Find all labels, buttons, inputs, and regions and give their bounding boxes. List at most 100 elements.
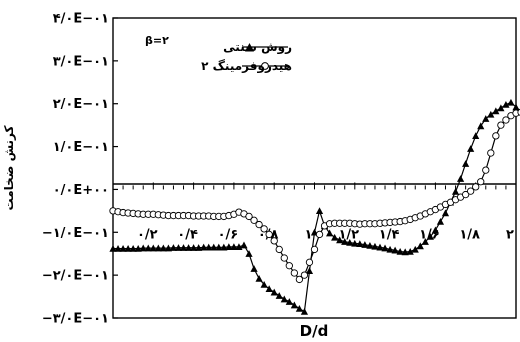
data-point-triangle	[159, 244, 167, 252]
legend-label-hydroforming: هیدروفرمینگ ۲	[201, 59, 292, 74]
data-point-triangle	[295, 304, 303, 312]
data-point-triangle	[502, 100, 510, 108]
data-point-circle	[300, 271, 309, 279]
data-point-triangle	[386, 245, 394, 253]
series-layer	[109, 98, 520, 315]
y-axis-title: کرنش ضخامت	[2, 125, 16, 210]
data-point-triangle	[200, 243, 208, 251]
data-point-triangle	[164, 244, 173, 252]
data-point-triangle	[416, 242, 424, 250]
x-tick-label: ۱	[305, 227, 313, 242]
data-point-triangle	[361, 241, 369, 248]
data-point-circle	[497, 121, 505, 129]
x-tick-label: ۰/۲	[137, 227, 158, 242]
data-point-triangle	[336, 236, 344, 244]
data-point-triangle	[255, 274, 263, 282]
plot-frame	[112, 17, 517, 319]
data-point-triangle	[401, 248, 409, 256]
x-tick-label: ۱/۸	[459, 227, 480, 242]
x-tick-label: ۱/۲	[338, 227, 359, 242]
data-point-triangle	[290, 301, 298, 309]
data-point-circle	[467, 187, 475, 195]
data-point-circle	[472, 183, 480, 191]
x-tick-label: ۰/۶	[218, 227, 239, 242]
y-tick-label: ۱/۰E−۰۱	[53, 140, 109, 155]
y-tick-label: −۱/۰E−۰۱	[42, 226, 109, 241]
data-point-triangle	[421, 238, 429, 245]
data-point-triangle	[300, 307, 309, 315]
data-point-circle	[245, 212, 253, 221]
data-point-circle	[275, 245, 283, 254]
beta-annotation: β=۲	[145, 34, 169, 47]
data-point-triangle	[265, 285, 273, 293]
data-point-triangle	[492, 107, 500, 115]
y-ticks: ۴/۰E−۰۱ ۳/۰E−۰۱ ۲/۰E−۰۱ ۱/۰E−۰۱ ۰/۰E+۰۰ −۱/۰E…	[42, 12, 118, 327]
data-point-triangle	[472, 132, 480, 140]
data-point-triangle	[426, 232, 434, 240]
data-point-triangle	[467, 145, 475, 152]
data-point-triangle	[366, 241, 374, 249]
data-point-triangle	[431, 226, 439, 234]
data-point-circle	[310, 245, 319, 254]
data-point-triangle	[129, 244, 137, 252]
data-point-triangle	[235, 243, 243, 251]
x-axis-title: D/d	[300, 322, 329, 340]
data-point-triangle	[346, 238, 354, 246]
y-tick-label: −۲/۰E−۰۱	[42, 269, 109, 284]
data-point-triangle	[260, 280, 268, 288]
data-point-circle	[295, 275, 304, 284]
series-line	[113, 101, 520, 313]
legend-marker-traditional	[245, 43, 254, 52]
data-point-circle	[250, 216, 258, 224]
data-point-triangle	[144, 244, 152, 252]
data-point-triangle	[275, 292, 283, 299]
data-point-circle	[260, 225, 268, 233]
data-point-triangle	[280, 295, 288, 303]
data-point-circle	[517, 108, 520, 116]
data-point-triangle	[210, 243, 218, 251]
data-point-triangle	[487, 110, 495, 118]
data-point-triangle	[174, 244, 183, 251]
data-point-triangle	[285, 298, 293, 305]
data-point-circle	[315, 230, 324, 239]
data-point-triangle	[351, 239, 359, 247]
data-point-triangle	[391, 246, 399, 254]
legend: روش سنتی هیدروفرمینگ ۲	[201, 40, 292, 74]
data-point-triangle	[411, 245, 419, 253]
data-point-triangle	[477, 122, 485, 130]
data-point-triangle	[230, 243, 238, 251]
data-point-triangle	[179, 244, 188, 251]
data-point-triangle	[190, 244, 198, 251]
data-point-triangle	[305, 267, 314, 275]
data-point-circle	[487, 149, 495, 157]
data-point-triangle	[119, 244, 127, 252]
data-point-triangle	[154, 244, 162, 252]
data-point-circle	[477, 178, 485, 186]
data-point-triangle	[240, 241, 248, 249]
data-point-triangle	[195, 244, 203, 251]
series-1	[109, 108, 520, 284]
data-point-circle	[492, 132, 500, 140]
data-point-triangle	[250, 265, 258, 272]
data-point-triangle	[124, 244, 132, 252]
data-point-triangle	[134, 244, 142, 252]
data-point-triangle	[139, 244, 147, 252]
y-tick-label: ۰/۰E+۰۰	[53, 183, 109, 198]
data-point-circle	[265, 230, 273, 239]
data-point-circle	[285, 262, 293, 270]
data-point-triangle	[270, 288, 278, 296]
x-tick-label: ۱/۴	[379, 227, 400, 242]
data-point-triangle	[376, 243, 384, 251]
data-point-triangle	[245, 250, 253, 257]
data-point-circle	[461, 190, 470, 199]
data-point-triangle	[331, 233, 339, 241]
x-tick-label: ۰/۴	[177, 227, 198, 242]
x-tick-label: ۲	[506, 227, 514, 242]
data-point-triangle	[436, 217, 445, 225]
data-point-triangle	[220, 243, 228, 251]
data-point-triangle	[497, 104, 505, 112]
series-0	[109, 98, 520, 315]
data-point-triangle	[381, 244, 389, 252]
y-tick-label: ۴/۰E−۰۱	[53, 12, 109, 27]
